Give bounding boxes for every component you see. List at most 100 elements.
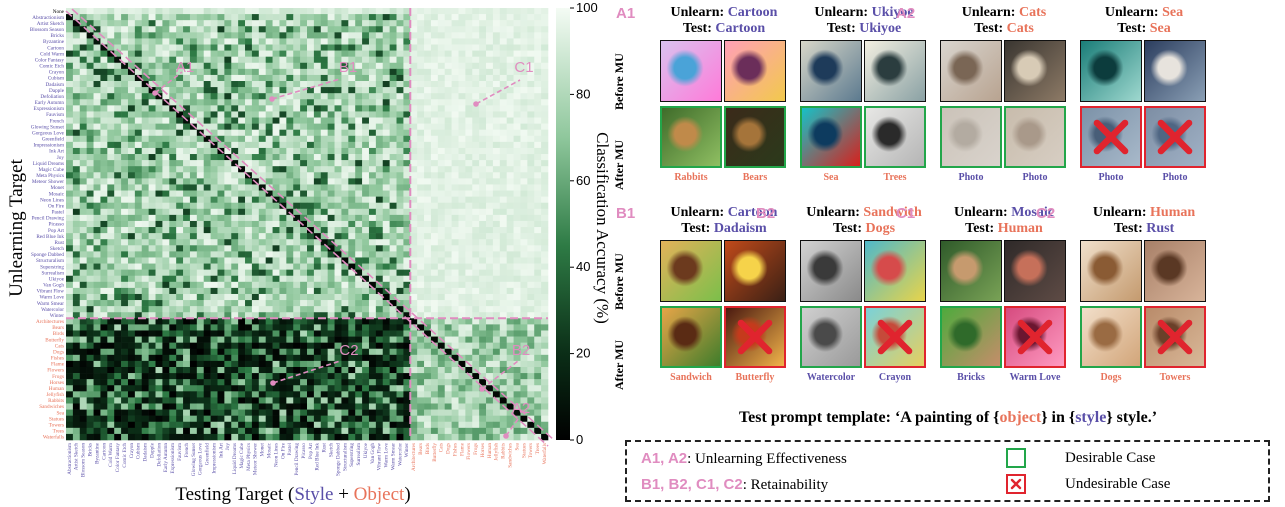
heatmap-cell [107,62,115,70]
heatmap-cell [486,38,494,45]
heatmap-cell [210,306,218,313]
heatmap-cell [169,56,177,64]
heatmap-cell [313,257,322,264]
heatmap-cell [320,99,328,106]
heatmap-cell [121,172,129,179]
heatmap-cell [307,160,315,167]
heatmap-cell [327,166,335,173]
heatmap-cell [396,50,404,57]
heatmap-cell [527,26,535,33]
heatmap-cell [307,227,315,234]
heatmap-cell [66,141,74,149]
heatmap-cell [320,81,328,88]
heatmap-cell [341,263,349,270]
heatmap-cell [251,415,260,423]
heatmap-cell [492,421,501,429]
heatmap-cell [396,56,404,64]
heatmap-cell [155,111,163,118]
heatmap-cell [320,26,328,33]
heatmap-cell [541,87,549,94]
heatmap-cell [127,135,136,143]
heatmap-cell [382,257,390,264]
heatmap-cell [162,415,170,423]
heatmap-cell [348,385,356,392]
heatmap-cell [148,26,156,33]
heatmap-cell [279,105,287,112]
heatmap-cell [334,251,342,258]
heatmap-cell [458,263,466,270]
heatmap-cell [534,409,542,416]
heatmap-cell [265,38,273,45]
heatmap-cell [231,56,239,64]
heatmap-cell [148,336,156,343]
heatmap-cell [403,433,411,441]
heatmap-cell [231,342,239,350]
row-label: Impressionism [33,143,64,149]
heatmap-cell [66,105,74,112]
heatmap-cell [534,202,542,210]
heatmap-cell [66,263,74,270]
heatmap-cell [437,68,446,76]
heatmap-cell [279,81,287,88]
heatmap-cell [389,147,397,155]
heatmap-cell [479,32,487,39]
heatmap-cell [286,111,294,118]
heatmap-cell [334,220,342,228]
heatmap-cell [210,208,218,216]
heatmap-cell [403,154,411,161]
heatmap-cell [362,93,370,100]
heatmap-cell [107,14,115,21]
heatmap-cell [217,281,225,289]
heatmap-cell [72,147,81,155]
heatmap-cell [107,172,115,179]
heatmap-cell [251,403,260,410]
heatmap-cell [286,154,294,161]
heatmap-cell [534,123,542,130]
heatmap-cell [238,81,246,88]
heatmap-cell [210,391,218,398]
heatmap-cell [320,160,328,167]
heatmap-cell [479,123,487,130]
heatmap-cell [375,93,384,100]
heatmap-cell [437,403,446,410]
heatmap-cell [375,117,384,124]
heatmap-cell [362,373,370,380]
heatmap-cell [217,32,225,39]
heatmap-cell [169,141,177,149]
heatmap-cell [272,275,280,283]
heatmap-cell [258,397,266,404]
heatmap-cell [499,160,507,167]
heatmap-cell [231,44,239,51]
heatmap-cell [307,32,315,39]
heatmap-cell [327,366,335,374]
heatmap-cell [231,348,239,356]
heatmap-cell [196,62,205,70]
heatmap-cell [224,68,232,76]
heatmap-cell [176,147,184,155]
heatmap-cell [245,433,253,441]
heatmap-cell [79,20,87,27]
heatmap-cell [176,354,184,362]
heatmap-cell [465,111,473,118]
heatmap-cell [506,336,514,343]
heatmap-cell [114,360,122,368]
heatmap-cell [148,111,156,118]
heatmap-cell [479,275,487,283]
heatmap-cell [410,105,418,112]
heatmap-cell [86,245,94,252]
heatmap-cell [169,220,177,228]
heatmap-cell [368,269,377,277]
heatmap-cell [396,81,404,88]
heatmap-cell [224,336,232,343]
heatmap-cell [224,275,232,283]
heatmap-cell [327,233,335,240]
heatmap-cell [286,421,294,429]
heatmap-cell [341,239,349,246]
heatmap-cell [272,166,280,173]
heatmap-cell [444,160,452,167]
heatmap-cell [196,336,205,343]
heatmap-cell [86,166,94,173]
heatmap-cell [127,312,136,319]
heatmap-cell [93,373,101,380]
heatmap-cell [121,391,129,398]
